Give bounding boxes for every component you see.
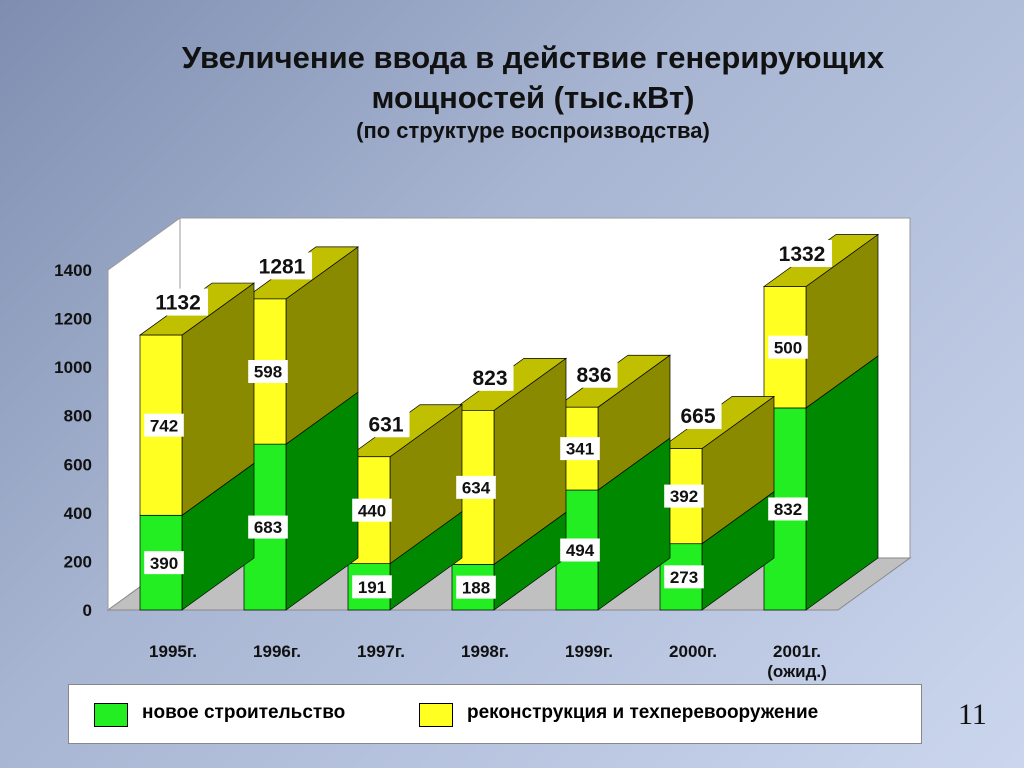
title-line-1: Увеличение ввода в действие генерирующих	[181, 40, 885, 75]
x-tick-label: 2000г.	[669, 642, 717, 661]
data-label-total: 823	[472, 367, 507, 390]
y-tick-label: 800	[64, 407, 92, 426]
chart-title: Увеличение ввода в действие генерирующих…	[0, 38, 1024, 118]
data-label-reconstruction: 742	[150, 416, 178, 435]
data-label-total-bg	[466, 363, 514, 391]
data-label-new-construction: 494	[566, 541, 595, 560]
data-label-new-construction: 273	[670, 568, 698, 587]
y-tick-label: 1200	[54, 310, 92, 329]
legend-swatch-reconstruction	[419, 703, 453, 727]
data-label-total: 1132	[155, 292, 201, 315]
x-tick-label: 1999г.	[565, 642, 613, 661]
x-tick-label: 1996г.	[253, 642, 301, 661]
data-label-total-bg	[570, 360, 618, 388]
y-tick-label: 400	[64, 504, 92, 523]
data-label-reconstruction-bg	[664, 484, 704, 508]
y-tick-label: 200	[64, 552, 92, 571]
data-label-reconstruction: 500	[774, 338, 802, 357]
data-label-reconstruction-bg	[352, 498, 392, 522]
data-label-new-construction-bg	[456, 575, 496, 599]
data-label-reconstruction: 634	[462, 478, 491, 497]
data-label-new-construction: 832	[774, 500, 802, 519]
title-line-2: мощностей (тыс.кВт)	[371, 80, 695, 115]
page-number: 11	[958, 698, 987, 731]
data-label-total: 836	[576, 364, 611, 387]
legend-swatch-new-construction	[94, 703, 128, 727]
x-tick-note: (ожид.)	[767, 662, 827, 681]
x-tick-label: 1995г.	[149, 642, 197, 661]
x-tick-label: 1998г.	[461, 642, 509, 661]
data-label-new-construction-bg	[560, 538, 600, 562]
y-tick-label: 1000	[54, 358, 92, 377]
data-label-new-construction-bg	[664, 565, 704, 589]
legend-label-new-construction: новое строительство	[142, 702, 346, 723]
y-tick-label: 1400	[54, 261, 92, 280]
data-label-total: 1281	[259, 255, 306, 278]
data-label-new-construction: 191	[358, 578, 386, 597]
y-tick-label: 600	[64, 455, 92, 474]
data-label-new-construction-bg	[248, 515, 288, 539]
data-label-reconstruction: 392	[670, 487, 698, 506]
data-label-total: 631	[368, 413, 403, 436]
data-label-new-construction-bg	[352, 575, 392, 599]
legend-label-reconstruction: реконструкция и техперевооружение	[467, 702, 819, 723]
data-label-reconstruction-bg	[768, 335, 808, 359]
legend: новое строительство реконструкция и техп…	[68, 684, 922, 744]
data-label-reconstruction: 341	[566, 440, 594, 459]
data-label-total: 1332	[779, 243, 826, 266]
data-label-new-construction: 390	[150, 554, 178, 573]
data-label-new-construction: 188	[462, 578, 490, 597]
data-label-total-bg	[147, 288, 209, 316]
data-label-total-bg	[251, 252, 313, 280]
x-tick-label: 2001г.	[773, 642, 821, 661]
data-label-total-bg	[362, 410, 410, 438]
x-tick-label: 1997г.	[357, 642, 405, 661]
data-label-new-construction-bg	[768, 497, 808, 521]
data-label-reconstruction-bg	[248, 360, 288, 384]
y-tick-label: 0	[83, 601, 92, 620]
data-label-new-construction-bg	[144, 551, 184, 575]
data-label-total-bg	[771, 240, 833, 268]
data-label-reconstruction-bg	[144, 413, 184, 437]
data-label-new-construction: 683	[254, 518, 282, 537]
data-label-reconstruction: 598	[254, 363, 282, 382]
chart-subtitle: (по структуре воспроизводства)	[356, 118, 710, 143]
data-label-reconstruction-bg	[560, 437, 600, 461]
data-label-reconstruction: 440	[358, 501, 386, 520]
data-label-total-bg	[674, 402, 722, 429]
data-label-total: 665	[680, 405, 715, 428]
data-label-reconstruction-bg	[456, 475, 496, 499]
